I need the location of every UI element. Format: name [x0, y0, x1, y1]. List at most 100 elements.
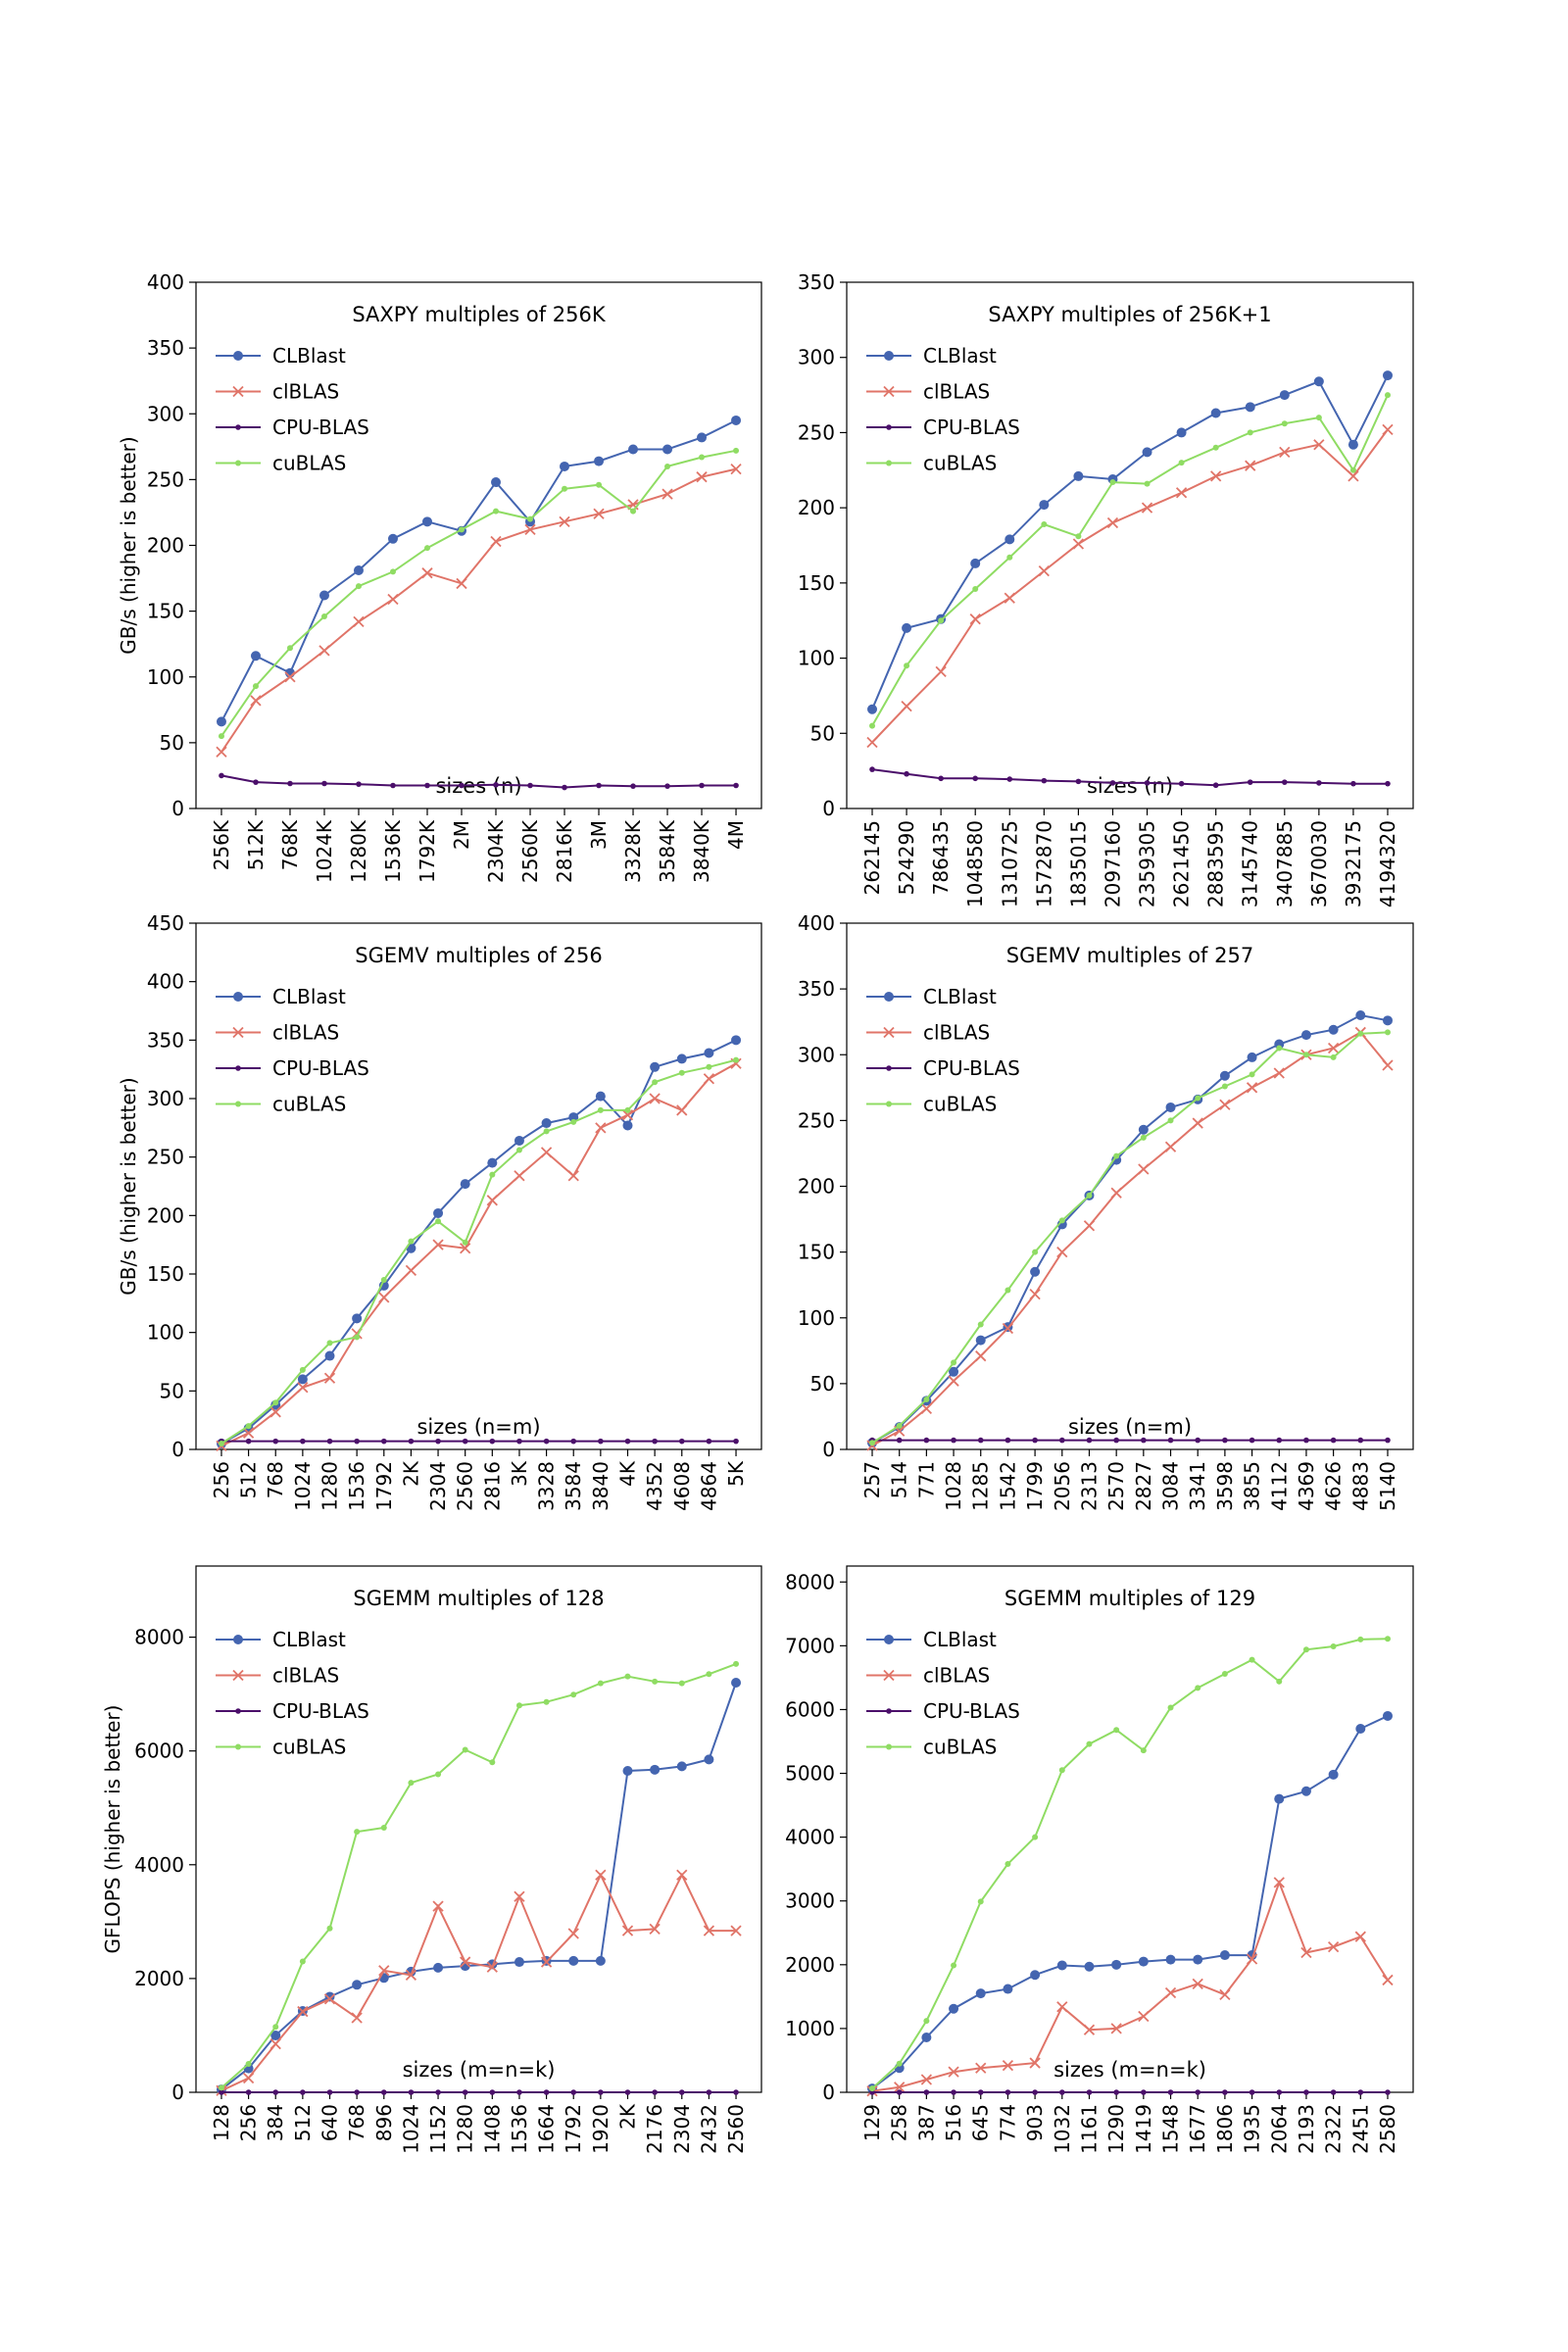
data-point-clblast — [1004, 534, 1015, 545]
x-tick-label: 2304 — [426, 1461, 450, 1511]
data-point-clblas — [242, 2072, 255, 2084]
data-point-clblas — [242, 1427, 255, 1439]
data-point-clblas — [353, 615, 365, 628]
data-point-clblas — [935, 665, 947, 678]
data-point-clblas — [730, 463, 742, 475]
legend-label: CLBlast — [923, 985, 997, 1008]
data-point-clblast — [1382, 370, 1393, 381]
data-point-cpu-blas — [869, 766, 875, 772]
series-line-clblas — [220, 1062, 737, 1447]
legend-item-cpu-blas: CPU-BLAS — [866, 1699, 1020, 1723]
data-point-clblas — [1219, 1988, 1231, 2001]
data-point-clblas — [901, 701, 912, 712]
legend-item-clblas: clBLAS — [866, 1664, 990, 1688]
x-tick-label: 3M — [587, 820, 611, 850]
data-point-cublas — [624, 1673, 631, 1680]
data-point-cpu-blas — [408, 1438, 415, 1445]
x-tick-label: 258 — [888, 2104, 911, 2141]
x-tick-label: 4608 — [670, 1461, 694, 1511]
x-tick-label: 1542 — [996, 1461, 1019, 1511]
data-point-clblast — [568, 1955, 579, 1966]
data-point-cublas — [1247, 429, 1253, 436]
data-point-cublas — [1140, 1134, 1147, 1141]
legend-item-clblas: clBLAS — [216, 380, 339, 404]
series-line-cublas — [220, 1662, 737, 2089]
data-point-cpu-blas — [1330, 2089, 1337, 2095]
legend-label: clBLAS — [272, 380, 339, 404]
x-tick-label: 3840K — [690, 819, 713, 883]
legend-item-clblast: CLBlast — [866, 1628, 997, 1651]
data-point-cpu-blas — [1113, 1437, 1119, 1444]
x-tick-label: 1792 — [562, 2104, 585, 2154]
data-point-cublas — [286, 645, 293, 652]
data-point-cublas — [389, 568, 396, 575]
y-tick-label: 150 — [798, 1241, 835, 1264]
series-line-cpu-blas — [871, 768, 1388, 787]
data-point-clblast — [676, 1761, 687, 1772]
data-point-clblast — [270, 2030, 281, 2040]
legend-item-clblas: clBLAS — [216, 1021, 339, 1045]
x-axis-label: sizes (n=m) — [1068, 1415, 1192, 1439]
legend-label: CPU-BLAS — [923, 1056, 1020, 1080]
legend-swatch-marker — [886, 1708, 892, 1714]
legend-swatch-marker — [232, 1026, 244, 1039]
legend-item-cublas: cuBLAS — [866, 1736, 997, 1759]
data-point-clblast — [216, 716, 226, 727]
x-tick-label: 1152 — [426, 2104, 450, 2154]
data-point-cpu-blas — [1249, 1437, 1255, 1444]
data-point-cpu-blas — [652, 1438, 658, 1445]
legend-label: cuBLAS — [272, 452, 346, 475]
data-point-clblas — [1056, 1246, 1068, 1258]
y-tick-label: 100 — [147, 1321, 184, 1345]
x-tick-label: 1161 — [1077, 2104, 1101, 2154]
x-tick-label: 3328K — [621, 819, 645, 883]
data-point-clblas — [1192, 1978, 1203, 1989]
x-tick-label: 1664 — [535, 2104, 559, 2154]
data-point-clblas — [595, 1869, 607, 1881]
data-point-clblast — [1138, 1124, 1149, 1135]
x-tick-label: 1285 — [969, 1461, 993, 1511]
data-point-clblas — [1192, 1117, 1203, 1129]
data-point-cublas — [1167, 1704, 1174, 1711]
data-point-clblas — [1327, 1940, 1340, 1953]
data-point-clblast — [1084, 1961, 1095, 1972]
data-point-clblas — [662, 488, 673, 500]
data-point-cpu-blas — [1316, 780, 1322, 786]
series-line-clblast — [871, 1715, 1389, 2089]
legend-label: cuBLAS — [923, 1736, 997, 1759]
data-point-cpu-blas — [923, 1437, 930, 1444]
data-point-cpu-blas — [570, 2089, 577, 2095]
data-point-cublas — [733, 1056, 740, 1063]
data-point-cpu-blas — [408, 2089, 415, 2095]
legend-label: CPU-BLAS — [272, 1699, 369, 1723]
y-tick-label: 50 — [810, 1372, 835, 1396]
x-tick-label: 768 — [264, 1461, 287, 1498]
data-point-cublas — [1004, 1860, 1011, 1867]
x-tick-label: 2313 — [1077, 1461, 1101, 1511]
legend-swatch-marker — [235, 1065, 241, 1071]
data-point-cpu-blas — [354, 1438, 360, 1445]
data-point-clblas — [1083, 1220, 1096, 1232]
x-tick-label: 896 — [372, 2104, 396, 2141]
data-point-cpu-blas — [516, 1438, 522, 1445]
data-point-cpu-blas — [1247, 779, 1253, 785]
data-point-cpu-blas — [1303, 1437, 1309, 1444]
data-point-clblast — [975, 1335, 986, 1346]
data-point-cublas — [435, 1218, 442, 1225]
x-tick-label: 1028 — [942, 1461, 965, 1511]
data-point-clblas — [514, 1170, 525, 1182]
x-tick-label: 4194320 — [1376, 820, 1399, 907]
legend-item-clblas: clBLAS — [866, 1021, 990, 1045]
x-tick-label: 262145 — [860, 820, 884, 895]
data-point-cpu-blas — [1178, 780, 1185, 787]
data-point-cublas — [1315, 415, 1322, 421]
chart-panel-2: 0 50 100 150 200 250 300 350 262145 524290 786435 1… — [798, 270, 1414, 907]
data-point-cublas — [458, 526, 465, 533]
chart-panel-1: 0 50 100 150 200 250 300 350 400 256K 512K 768K 1024… — [117, 270, 762, 883]
data-point-clblast — [1111, 1959, 1122, 1970]
data-point-clblast — [650, 1764, 661, 1775]
legend-swatch-marker — [886, 1743, 892, 1750]
legend-label: CPU-BLAS — [923, 1699, 1020, 1723]
data-point-clblas — [1246, 1082, 1258, 1094]
legend-label: CLBlast — [272, 1628, 346, 1651]
